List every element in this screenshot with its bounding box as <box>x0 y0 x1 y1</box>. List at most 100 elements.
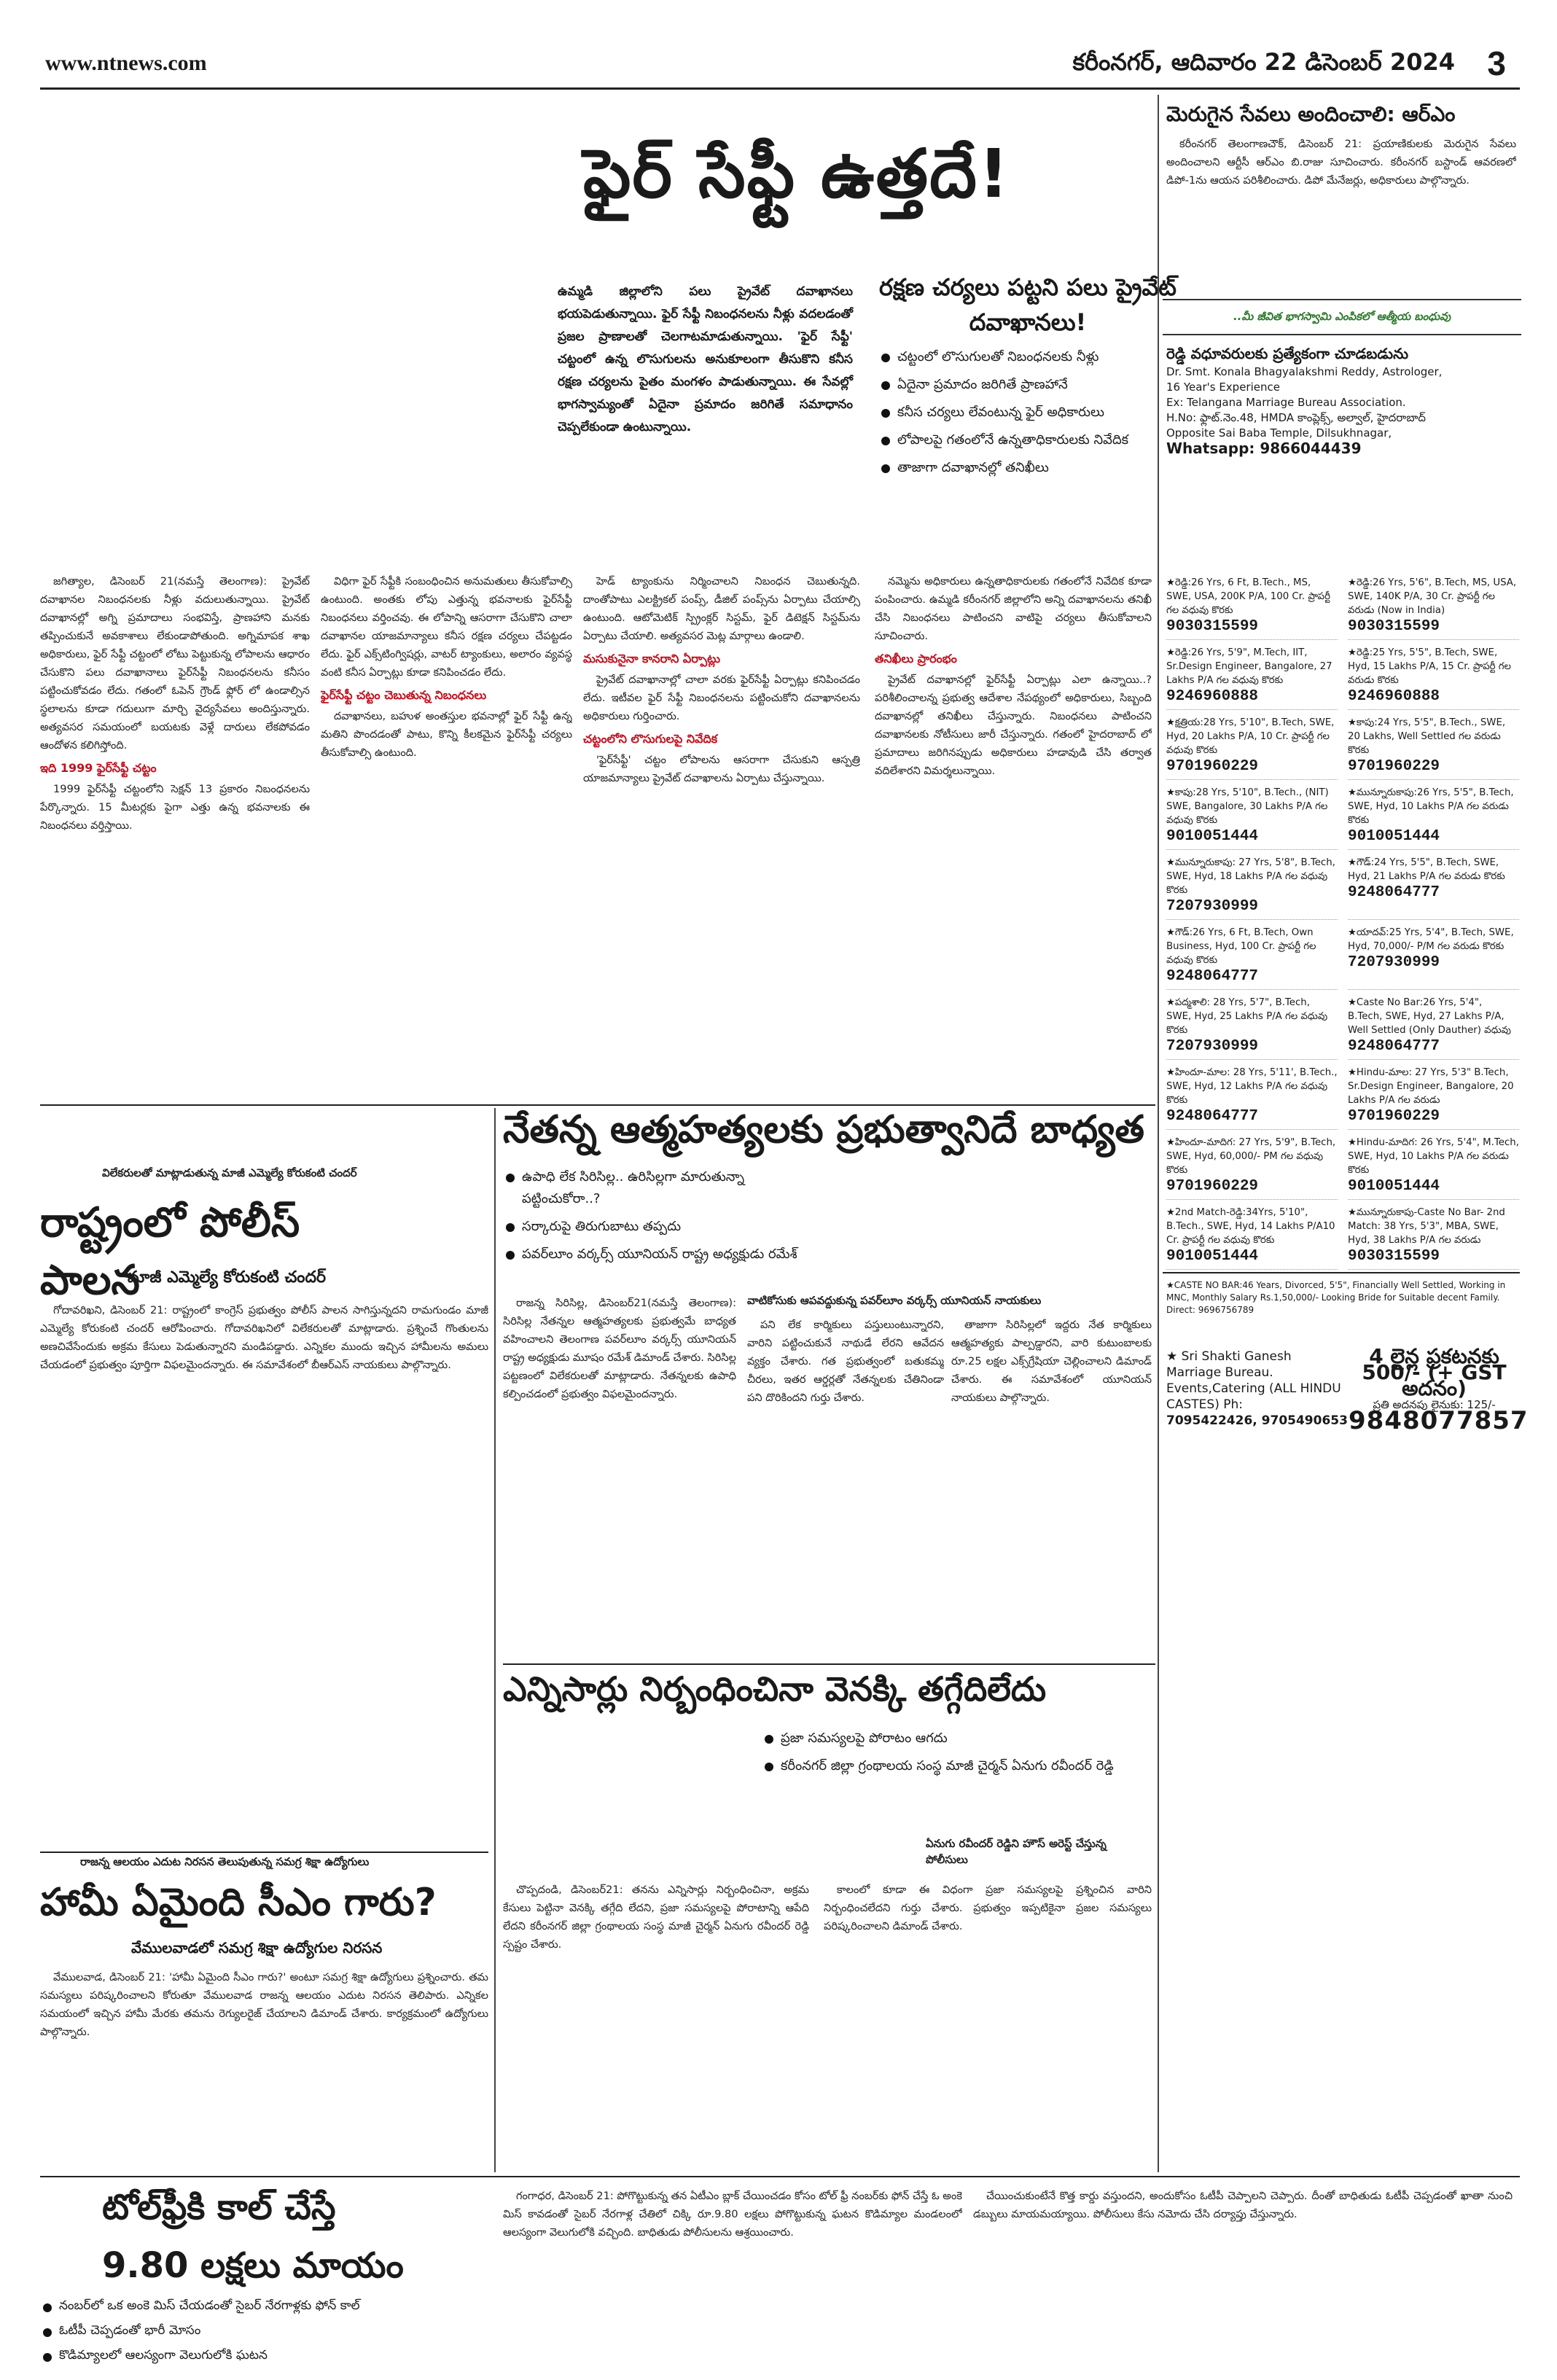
police-paragraph: గోదావరిఖని, డిసెంబర్ 21: రాష్ట్రంలో కాంగ… <box>40 1304 488 1371</box>
matrimony-listing: ★మున్నూరుకాపు-Caste No Bar- 2nd Match: 3… <box>1348 1206 1519 1270</box>
fire-subhead: చట్టంలోని లొసుగులపై నివేదిక <box>583 732 718 746</box>
listing-phone: 9010051444 <box>1348 828 1440 845</box>
toll-bullet: ఓటీపీ చెప్పడంతో భారీ మోసం <box>40 2321 492 2340</box>
listing-text: ★Hindu-మాదిగ: 26 Yrs, 5'4", M.Tech, SWE,… <box>1348 1137 1519 1176</box>
listing-phone: 9248064777 <box>1166 968 1259 985</box>
matrimony-listing: ★రెడ్డి:26 Yrs, 5'9", M.Tech, IIT, Sr.De… <box>1166 646 1338 710</box>
fire-paragraph: ప్రైవేట్ దవాఖానాల్లో చాలా వరకు ఫైర్‌సేఫ్… <box>583 674 860 722</box>
listing-phone: 9701960229 <box>1166 758 1259 775</box>
page-number: 3 <box>1487 44 1506 82</box>
listing-text: ★గౌడ్:26 Yrs, 6 Ft, B.Tech, Own Business… <box>1166 927 1316 966</box>
fire-bullet: లోపాలపై గతంలోనే ఉన్నతాధికారులకు నివేదిక <box>878 429 1185 451</box>
site-url: www.ntnews.com <box>45 51 207 75</box>
police-body: గోదావరిఖని, డిసెంబర్ 21: రాష్ట్రంలో కాంగ… <box>40 1301 488 1680</box>
nethanna-photo-caption: వాటికోసుకు ఆపవద్దుకున్న పవర్‌లూం వర్కర్స… <box>747 1294 1042 1307</box>
rm-news-headline: మెరుగైన సేవలు అందించాలి: ఆర్ఎం <box>1166 102 1456 126</box>
nethanna-bullet: సర్కారుపై తిరుగుబాటు తప్పదు <box>503 1216 816 1238</box>
listing-text: ★కాపు:24 Yrs, 5'5", B.Tech., SWE, 20 Lak… <box>1348 717 1506 756</box>
listing-phone: 7207930999 <box>1348 954 1440 971</box>
nethanna-paragraph: రాజన్న సిరిసిల్ల, డిసెంబర్21(నమస్తే తెలం… <box>503 1297 736 1400</box>
bureau-line: Opposite Sai Baba Temple, Dilsukhnagar, <box>1166 426 1392 440</box>
listing-phone: 7207930999 <box>1166 1038 1259 1055</box>
fire-bullets: చట్టంలో లొసుగులతో నిబంధనలకు నీళ్లు ఏదైనా… <box>878 346 1185 485</box>
listing-phone: 9030315599 <box>1166 618 1259 635</box>
fire-paragraph: ప్రైవేట్ దవాఖానల్లో ఫైర్‌సేఫ్టీ ఏర్పాట్ల… <box>875 674 1152 777</box>
fire-column-3: హెడ్ ట్యాంకును నిర్మించాలని నిబంధన చెబుత… <box>583 572 860 1104</box>
listing-phone: 9701960229 <box>1348 1108 1440 1125</box>
matrimony-listing: ★పద్మశాలి: 28 Yrs, 5'7", B.Tech, SWE, Hy… <box>1166 996 1338 1060</box>
toll-bullets: నంబర్‌లో ఒక అంకె మిస్ చేయడంతో సైబర్ నేరగ… <box>40 2296 492 2371</box>
fire-column-4: నమ్మెను అధికారులు ఉన్నతాధికారులకు గతంలోన… <box>875 572 1152 1104</box>
fire-paragraph: 'ఫైర్‌సేఫ్టీ' చట్టం లోపాలను ఆసరాగా చేసుక… <box>583 754 860 784</box>
fire-headline: ఫైర్ సేఫ్టీ ఉత్తదే! <box>583 135 1010 213</box>
listing-text: ★గౌడ్:24 Yrs, 5'5", B.Tech, SWE, Hyd, 21… <box>1348 857 1505 882</box>
matrimony-listing: ★మున్నూరుకాపు:26 Yrs, 5'5", B.Tech, SWE,… <box>1348 786 1519 850</box>
ads-rule <box>1163 1272 1520 1273</box>
rate-amount: 500/- (+ GST అదనం) <box>1362 1360 1507 1400</box>
matrimony-listing: ★గౌడ్:26 Yrs, 6 Ft, B.Tech, Own Business… <box>1166 926 1338 990</box>
listing-text: ★మున్నూరుకాపు:26 Yrs, 5'5", B.Tech, SWE,… <box>1348 787 1514 826</box>
toll-headline-2: 9.80 లక్షలు మాయం <box>102 2245 404 2286</box>
listing-text: ★హిందూ-మాదిగ: 27 Yrs, 5'9", B.Tech, SWE,… <box>1166 1137 1336 1176</box>
listing-phone: 9010051444 <box>1348 1178 1440 1195</box>
fire-bullet: తాజాగా దవాఖానల్లో తనిఖీలు <box>878 457 1185 479</box>
enni-paragraph: కాలంలో కూడా ఈ విధంగా ప్రజా సమస్యలపై ప్రశ… <box>824 1884 1152 1932</box>
enni-column-1: చొప్పదండి, డిసెంబర్21: తనను ఎన్నిసార్లు … <box>503 1881 809 2172</box>
toll-column-1: గంగాధర, డిసెంబర్ 21: పోగొట్టుకున్న తన ఏట… <box>503 2187 962 2365</box>
section-rule <box>40 1852 488 1853</box>
enni-photo-caption: ఏనుగు రవీందర్ రెడ్డిని హౌస్ అరెస్ట్ చేస్… <box>926 1837 1107 1866</box>
rate-phone: 9848077857 <box>1349 1406 1529 1435</box>
ad-rates-box: 4 లైన్ల ప్రకటనకు 500/- (+ GST అదనం) ప్రత… <box>1349 1344 1529 1435</box>
matrimony-listing: ★క్షత్రియ:28 Yrs, 5'10", B.Tech, SWE, Hy… <box>1166 716 1338 780</box>
enni-bullets: ప్రజా సమస్యలపై పోరాటం ఆగదు కరీంనగర్ జిల్… <box>762 1728 1148 1783</box>
nethanna-paragraph: పని లేక కార్మికులు పస్తులుంటున్నారని, వా… <box>747 1319 944 1404</box>
listing-text: ★యాదవ్:25 Yrs, 5'4", B.Tech, SWE, Hyd, 7… <box>1348 927 1514 952</box>
left-column-divider <box>494 1108 496 2172</box>
fire-paragraph: 1999 ఫైర్‌సేఫ్టీ చట్టంలోని సెక్షన్ 13 ప్… <box>40 783 310 832</box>
listing-text: ★2nd Match-రెడ్డి:34Yrs, 5'10", B.Tech.,… <box>1166 1207 1335 1246</box>
bureau-line: Ex: Telangana Marriage Bureau Associatio… <box>1166 396 1406 409</box>
matrimony-listing: ★రెడ్డి:25 Yrs, 5'5", B.Tech, SWE, Hyd, … <box>1348 646 1519 710</box>
enni-paragraph: చొప్పదండి, డిసెంబర్21: తనను ఎన్నిసార్లు … <box>503 1884 809 1951</box>
hami-body: వేములవాడ, డిసెంబర్ 21: 'హామీ ఏమైంది సీఎం… <box>40 1968 488 2172</box>
bureau-title: రెడ్డి వధూవరులకు ప్రత్యేకంగా చూడబడును <box>1166 345 1409 362</box>
listing-phone: 9030315599 <box>1348 1248 1440 1265</box>
enni-bullet: ప్రజా సమస్యలపై పోరాటం ఆగదు <box>762 1728 1148 1749</box>
matrimony-listing: ★Hindu-మాదిగ: 26 Yrs, 5'4", M.Tech, SWE,… <box>1348 1136 1519 1200</box>
listing-phone: 9246960888 <box>1348 688 1440 705</box>
fire-paragraph: నమ్మెను అధికారులు ఉన్నతాధికారులకు గతంలోన… <box>875 575 1152 642</box>
fire-subhead: తనిఖీలు ప్రారంభం <box>875 652 957 666</box>
enni-column-2: కాలంలో కూడా ఈ విధంగా ప్రజా సమస్యలపై ప్రశ… <box>824 1881 1152 2172</box>
fire-subhead: ఇది 1999 ఫైర్‌సేఫ్టీ చట్టం <box>40 761 157 775</box>
listing-text: ★Caste No Bar:26 Yrs, 5'4", B.Tech, SWE,… <box>1348 997 1511 1036</box>
listing-text: ★రెడ్డి:26 Yrs, 5'6", B.Tech, MS, USA, S… <box>1348 577 1517 616</box>
listing-phone: 9246960888 <box>1166 688 1259 705</box>
section-rule <box>40 2176 1520 2177</box>
fire-bullet: ఏదైనా ప్రమాదం జరిగితే ప్రాణహానే <box>878 374 1185 396</box>
listing-text: ★క్షత్రియ:28 Yrs, 5'10", B.Tech, SWE, Hy… <box>1166 717 1335 756</box>
nethanna-bullet: పవర్‌లూం వర్కర్స్ యూనియన్ రాష్ట్ర అధ్యక్… <box>503 1244 816 1265</box>
nethanna-bullets: ఉపాధి లేక సిరిసిల్ల.. ఉరిసిల్లగా మారుతున… <box>503 1166 816 1271</box>
rate-line-1: 4 లైన్ల ప్రకటనకు <box>1369 1344 1499 1368</box>
listing-phone: 9248064777 <box>1166 1108 1259 1125</box>
toll-paragraph: చేయించుకుంటేనే కొత్త కార్డు వస్తుందని, అ… <box>973 2190 1513 2220</box>
matrimony-listing: ★హిందూ-మాల: 28 Yrs, 5'11', B.Tech., SWE,… <box>1166 1066 1338 1130</box>
hami-headline: హామీ ఏమైంది సీఎం గారు? <box>40 1881 437 1924</box>
listing-phone: 9010051444 <box>1166 1248 1259 1265</box>
listing-text: ★రెడ్డి:26 Yrs, 6 Ft, B.Tech., MS, SWE, … <box>1166 577 1331 616</box>
toll-headline-1: టోల్‌ఫ్రీకి కాల్ చేస్తే <box>102 2187 336 2228</box>
bureau-line: Dr. Smt. Konala Bhagyalakshmi Reddy, Ast… <box>1166 365 1443 378</box>
matrimony-listing: ★2nd Match-రెడ్డి:34Yrs, 5'10", B.Tech.,… <box>1166 1206 1338 1270</box>
toll-column-2: చేయించుకుంటేనే కొత్త కార్డు వస్తుందని, అ… <box>973 2187 1513 2365</box>
matrimony-listing: ★Hindu-మాల: 27 Yrs, 5'3" B.Tech, Sr.Desi… <box>1348 1066 1519 1130</box>
fire-paragraph: హెడ్ ట్యాంకును నిర్మించాలని నిబంధన చెబుత… <box>583 575 860 642</box>
masthead-rule <box>40 87 1520 90</box>
listing-phone: 9701960229 <box>1166 1178 1259 1195</box>
fire-bullet: కనీస చర్యలు లేవంటున్న ఫైర్ అధికారులు <box>878 402 1185 424</box>
issue-date: కరీంనగర్, ఆదివారం 22 డిసెంబర్ 2024 <box>1072 48 1455 76</box>
matrimony-listing: ★రెడ్డి:26 Yrs, 6 Ft, B.Tech., MS, SWE, … <box>1166 576 1338 640</box>
listing-text: ★మున్నూరుకాపు: 27 Yrs, 5'8", B.Tech, SWE… <box>1166 857 1335 896</box>
enni-bullet: కరీంనగర్ జిల్లా గ్రంథాలయ సంస్థ మాజీ చైర్… <box>762 1755 1148 1777</box>
ganesh-name: ★ Sri Shakti Ganesh Marriage Bureau. Eve… <box>1166 1349 1341 1412</box>
listing-phone: 7207930999 <box>1166 898 1259 915</box>
